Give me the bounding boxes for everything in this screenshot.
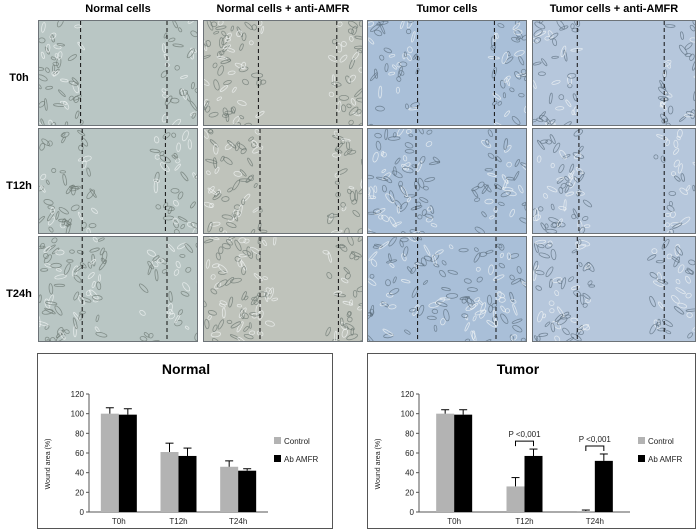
micrograph-panel [532, 20, 696, 126]
y-tick-label: 120 [401, 390, 415, 399]
column-header-normal-anti-amfr: Normal cells + anti-AMFR [216, 3, 350, 15]
y-tick-label: 40 [405, 469, 414, 478]
legend-swatch-ab-amfr [274, 455, 281, 462]
y-tick-label: 60 [405, 449, 414, 458]
y-tick-label: 100 [401, 410, 415, 419]
micrograph-panel [367, 128, 527, 234]
row-label-t0h: T0h [9, 72, 29, 84]
y-tick-label: 60 [75, 449, 84, 458]
row-label-t24h: T24h [6, 288, 32, 300]
micrograph-panel [203, 20, 363, 126]
bar-ab-amfr [454, 414, 473, 512]
micrograph-panel [38, 236, 198, 342]
micrograph-panel [38, 128, 198, 234]
x-tick-label: T12h [169, 517, 187, 526]
legend-label-control: Control [284, 437, 310, 446]
micrograph-panel [532, 128, 696, 234]
p-value-label: P <0,001 [579, 435, 612, 444]
y-tick-label: 100 [71, 410, 85, 419]
y-tick-label: 80 [405, 429, 414, 438]
bar-ab-amfr [118, 414, 137, 512]
legend-swatch-control [274, 437, 281, 444]
micrograph-panel [203, 236, 363, 342]
micrograph-panel [203, 128, 363, 234]
legend-label-control: Control [648, 437, 674, 446]
normal-chart: Normal Wound area (%) Control Ab AMFR 0 2… [45, 361, 318, 526]
bar-ab-amfr [594, 460, 613, 512]
y-tick-label: 20 [75, 488, 84, 497]
bar-control [160, 452, 179, 512]
x-tick-label: T24h [229, 517, 247, 526]
y-axis-label: Wound area (%) [45, 439, 52, 490]
column-header-tumor-anti-amfr: Tumor cells + anti-AMFR [549, 3, 679, 15]
bar-control [436, 413, 455, 512]
legend-label-ab-amfr: Ab AMFR [284, 455, 318, 464]
bar-control [220, 466, 239, 512]
y-tick-label: 20 [405, 488, 414, 497]
row-label-t12h: T12h [6, 180, 32, 192]
significance-bracket [585, 445, 605, 451]
chart-title: Tumor [497, 361, 540, 377]
micrograph-panel [38, 20, 198, 126]
y-tick-label: 0 [410, 508, 415, 517]
tumor-chart: Tumor Wound area (%) Control Ab AMFR 0 20… [375, 361, 682, 526]
chart-title: Normal [162, 361, 210, 377]
legend-label-ab-amfr: Ab AMFR [648, 455, 682, 464]
y-tick-label: 120 [71, 390, 85, 399]
column-header-normal-cells: Normal cells [85, 3, 151, 15]
y-tick-label: 40 [75, 469, 84, 478]
column-header-tumor-cells: Tumor cells [416, 3, 478, 15]
x-tick-label: T0h [447, 517, 461, 526]
y-axis-label: Wound area (%) [375, 439, 382, 490]
x-tick-label: T24h [586, 517, 604, 526]
p-value-label: P <0,001 [508, 430, 541, 439]
bar-control [506, 486, 525, 512]
micrograph-panel [367, 236, 527, 342]
bar-ab-amfr [238, 470, 257, 512]
legend-swatch-ab-amfr [638, 455, 645, 462]
tumor-chart-box: Tumor Wound area (%) Control Ab AMFR 0 20… [367, 353, 696, 529]
y-tick-label: 80 [75, 429, 84, 438]
x-tick-label: T0h [112, 517, 126, 526]
significance-bracket [515, 440, 534, 447]
normal-chart-box: Normal Wound area (%) Control Ab AMFR 0 2… [37, 353, 333, 529]
bar-ab-amfr [524, 455, 543, 512]
legend-swatch-control [638, 437, 645, 444]
bar-control [100, 413, 119, 512]
y-tick-label: 0 [80, 508, 85, 517]
bar-control [576, 511, 595, 512]
x-tick-label: T12h [515, 517, 533, 526]
micrograph-panel [532, 236, 696, 342]
bar-ab-amfr [178, 455, 197, 512]
micrograph-panel [367, 20, 527, 126]
